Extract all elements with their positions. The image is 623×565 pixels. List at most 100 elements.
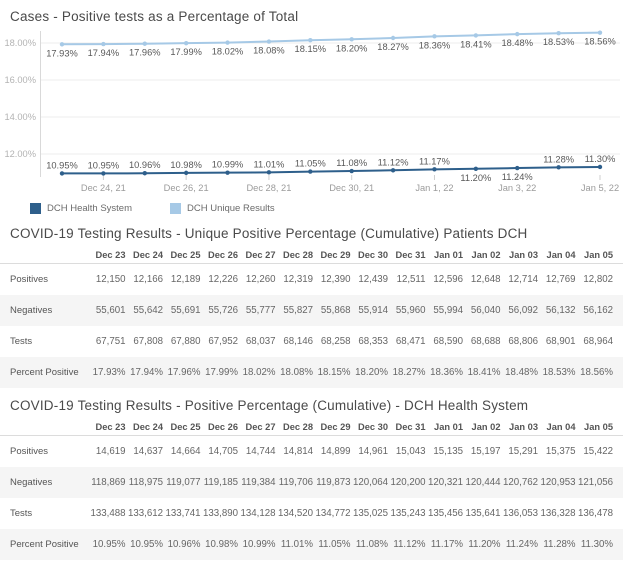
column-header: Dec 24 xyxy=(133,250,163,260)
mark-label: 18.53% xyxy=(543,37,575,47)
cell: 11.28% xyxy=(543,539,576,550)
column-header: Jan 02 xyxy=(471,422,501,432)
cell: 118,975 xyxy=(128,477,163,488)
x-axis-tick-label: Jan 5, 22 xyxy=(581,183,619,193)
cell: 12,714 xyxy=(508,274,538,285)
row-label: Percent Positive xyxy=(10,367,79,378)
legend-item-dch-unique-results[interactable]: DCH Unique Results xyxy=(170,202,310,214)
data-point[interactable] xyxy=(556,165,561,170)
data-point[interactable] xyxy=(59,171,65,176)
data-point[interactable] xyxy=(597,30,603,35)
column-header: Dec 27 xyxy=(245,250,276,260)
cell: 10.98% xyxy=(205,539,238,550)
data-point[interactable] xyxy=(473,166,479,171)
cell: 68,806 xyxy=(508,336,538,347)
cell: 133,488 xyxy=(90,508,126,519)
y-axis-tick-label: 18.00% xyxy=(4,38,36,48)
mark-label: 17.99% xyxy=(170,47,202,57)
data-point[interactable] xyxy=(225,170,230,175)
mark-label: 18.27% xyxy=(377,42,409,52)
data-point[interactable] xyxy=(266,170,272,175)
data-point[interactable] xyxy=(390,35,396,41)
cell: 68,258 xyxy=(320,336,351,347)
chart-legend: DCH Health System DCH Unique Results xyxy=(30,200,623,216)
data-point[interactable] xyxy=(432,34,437,39)
cell: 55,827 xyxy=(283,305,313,316)
data-point[interactable] xyxy=(473,33,479,38)
data-point[interactable] xyxy=(142,41,147,46)
cell: 17.99% xyxy=(205,367,238,378)
x-axis-tick-label: Dec 28, 21 xyxy=(246,183,291,193)
cell: 15,135 xyxy=(433,446,463,457)
data-point[interactable] xyxy=(225,40,230,45)
row-label: Tests xyxy=(10,508,33,519)
cell: 18.36% xyxy=(430,367,463,378)
cell: 68,471 xyxy=(395,336,426,347)
cell: 120,444 xyxy=(465,477,501,488)
data-point[interactable] xyxy=(183,40,189,46)
data-point[interactable] xyxy=(308,38,313,43)
cell: 133,890 xyxy=(202,508,238,519)
data-point[interactable] xyxy=(101,171,106,176)
cell: 12,166 xyxy=(133,274,163,285)
cell: 135,641 xyxy=(465,508,501,519)
cell: 68,037 xyxy=(245,336,276,347)
line-chart[interactable]: 18.00% 16.00% 14.00% 12.00% Dec 24, 21 Dec 26… xyxy=(0,25,623,197)
column-header: Dec 30 xyxy=(358,250,388,260)
table-row: Tests 133,488 133,612 133,741 133,890 134,128… xyxy=(0,498,623,529)
mark-label: 17.93% xyxy=(46,48,78,58)
column-header: Dec 24 xyxy=(133,422,163,432)
data-point[interactable] xyxy=(432,167,437,172)
mark-label: 10.95% xyxy=(46,160,78,170)
y-axis-tick-label: 14.00% xyxy=(4,112,36,122)
cell: 67,952 xyxy=(208,336,238,347)
mark-label: 10.96% xyxy=(129,160,161,170)
mark-label: 11.05% xyxy=(295,159,326,169)
mark-label: 18.41% xyxy=(460,39,492,49)
mark-label: 18.36% xyxy=(419,40,451,50)
data-point[interactable] xyxy=(390,168,396,173)
column-header: Dec 29 xyxy=(320,250,351,260)
data-point[interactable] xyxy=(515,31,520,37)
mark-label: 17.94% xyxy=(88,48,120,58)
data-point[interactable] xyxy=(597,164,603,170)
data-point[interactable] xyxy=(266,39,272,44)
column-header: Jan 04 xyxy=(546,250,576,260)
cell: 12,189 xyxy=(170,274,201,285)
cell: 68,964 xyxy=(583,336,613,347)
data-point[interactable] xyxy=(349,37,354,42)
data-point[interactable] xyxy=(183,170,189,176)
mark-label: 11.30% xyxy=(585,154,616,164)
data-point[interactable] xyxy=(308,169,313,174)
legend-swatch-icon xyxy=(170,202,181,214)
cell: 67,880 xyxy=(170,336,201,347)
cell: 11.30% xyxy=(580,539,613,550)
x-axis-tick-label: Jan 1, 22 xyxy=(415,183,453,193)
cell: 134,520 xyxy=(277,508,313,519)
column-header: Dec 26 xyxy=(208,422,238,432)
data-point[interactable] xyxy=(142,171,147,176)
legend-label: DCH Unique Results xyxy=(187,202,275,214)
legend-item-dch-health-system[interactable]: DCH Health System xyxy=(30,202,170,214)
data-point[interactable] xyxy=(349,168,354,174)
cell: 10.95% xyxy=(92,539,126,550)
cell: 18.15% xyxy=(317,367,351,378)
data-point[interactable] xyxy=(515,165,520,171)
cell: 12,511 xyxy=(396,274,426,285)
data-point[interactable] xyxy=(556,30,561,36)
y-axis-tick-label: 12.00% xyxy=(4,149,36,159)
cell: 14,744 xyxy=(245,446,276,457)
cell: 55,691 xyxy=(170,305,201,316)
cell: 120,762 xyxy=(502,477,538,488)
row-label: Positives xyxy=(10,274,49,285)
data-point[interactable] xyxy=(101,41,106,47)
cell: 11.20% xyxy=(468,539,501,550)
data-point[interactable] xyxy=(59,42,65,47)
cell: 11.05% xyxy=(318,539,351,550)
column-header: Dec 31 xyxy=(395,250,426,260)
legend-swatch-icon xyxy=(30,202,41,214)
mark-label: 10.98% xyxy=(170,160,202,170)
column-header: Dec 30 xyxy=(358,422,388,432)
cell: 134,128 xyxy=(240,508,276,519)
cell: 14,899 xyxy=(320,446,351,457)
